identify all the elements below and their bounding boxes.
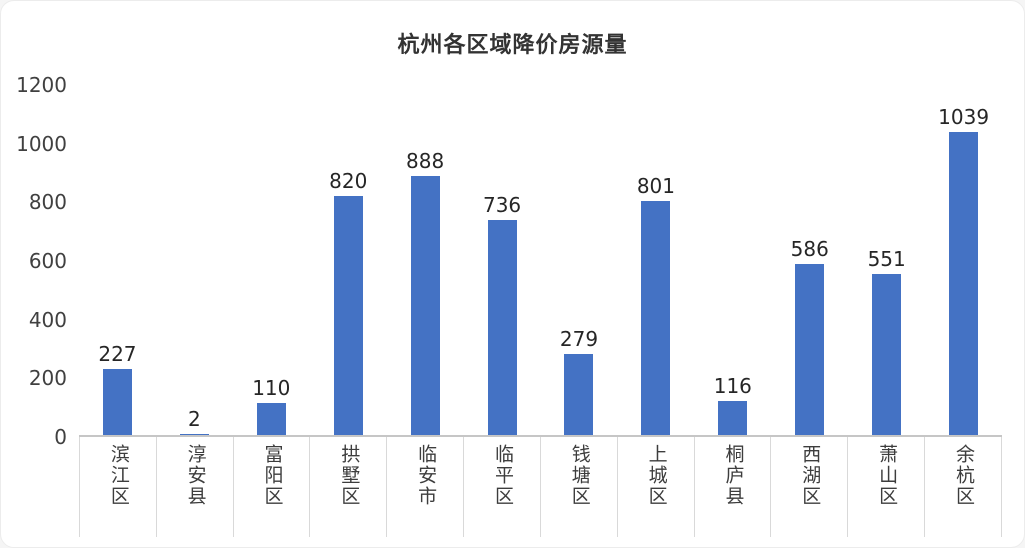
bar-slot: 736: [464, 85, 541, 435]
bar: [256, 402, 286, 435]
bar-chart: 0 200 400 600 800 1000 1200 227 2 110 820 888 736 27…: [9, 75, 1002, 537]
bar-value-label: 736: [482, 193, 522, 218]
x-category-label: 淳安县: [184, 444, 207, 507]
bar-value-label: 227: [98, 341, 137, 366]
y-tick-label: 800: [28, 190, 67, 215]
bar-slot: 888: [387, 85, 464, 435]
x-category-label: 临平区: [491, 444, 514, 507]
x-category-cell: 钱塘区: [539, 437, 617, 537]
x-category-cell: 拱墅区: [309, 437, 386, 537]
x-category-label: 上城区: [645, 444, 668, 507]
x-category-cell: 淳安县: [155, 437, 233, 537]
y-tick-label: 1200: [16, 73, 67, 97]
bar-slot: 820: [310, 85, 387, 435]
bar: [641, 201, 671, 435]
y-axis: 0 200 400 600 800 1000 1200: [9, 75, 79, 447]
bar-value-label: 116: [713, 374, 752, 399]
x-category-label: 余杭区: [952, 444, 975, 507]
y-tick-label: 600: [28, 249, 67, 273]
x-category-cell: 萧山区: [847, 437, 924, 537]
y-tick-label: 400: [28, 307, 67, 332]
bar: [333, 195, 363, 435]
bar-slot: 227: [79, 85, 156, 435]
bar-slot: 551: [848, 85, 925, 435]
bar-value-label: 551: [867, 247, 906, 272]
x-category-cell: 临安市: [386, 437, 463, 537]
bar: [718, 401, 748, 435]
x-category-label: 富阳区: [261, 444, 284, 507]
bar-slot: 116: [694, 85, 771, 435]
bar-slot: 801: [617, 85, 694, 435]
y-tick-label: 1000: [16, 131, 67, 156]
x-category-cell: 富阳区: [232, 437, 310, 537]
bar: [872, 274, 902, 435]
bar: [102, 368, 132, 435]
x-category-cell: 西湖区: [770, 437, 847, 537]
bar: [949, 131, 979, 435]
x-category-label: 临安市: [415, 444, 438, 507]
bar-value-label: 110: [252, 375, 291, 400]
bar: [487, 220, 517, 435]
bar-value-label: 1039: [938, 104, 990, 129]
x-category-cell: 临平区: [463, 437, 540, 537]
bar-slot: 110: [233, 85, 310, 435]
x-axis: 滨江区 淳安县 富阳区 拱墅区 临安市 临平区 钱塘区 上城区 桐庐县 西湖区 萧山区 余杭区: [79, 437, 1002, 537]
bar-slot: 2: [156, 85, 233, 435]
bar-value-label: 2: [188, 407, 201, 432]
x-category-label: 桐庐县: [722, 444, 745, 507]
x-category-cell: 上城区: [616, 437, 694, 537]
x-category-label: 滨江区: [107, 444, 130, 507]
x-category-label: 拱墅区: [338, 444, 361, 507]
x-category-cell: 滨江区: [79, 437, 156, 537]
bar-value-label: 586: [790, 237, 829, 262]
y-tick-label: 0: [54, 425, 67, 449]
x-category-label: 西湖区: [799, 444, 822, 507]
bar: [179, 434, 209, 435]
bar: [795, 264, 825, 435]
x-category-cell: 余杭区: [924, 437, 1002, 537]
bar-value-label: 801: [636, 174, 675, 199]
y-tick-label: 200: [28, 366, 67, 391]
bar-value-label: 888: [406, 149, 445, 173]
chart-title: 杭州各区域降价房源量: [397, 33, 628, 58]
plot-area: 227 2 110 820 888 736 279 801 116 586 551 1039: [79, 85, 1002, 437]
x-category-label: 萧山区: [876, 444, 899, 507]
x-axis-spacer: [9, 437, 79, 537]
bar-slot: 1039: [925, 85, 1002, 435]
bar-slot: 279: [541, 85, 618, 435]
x-category-label: 钱塘区: [568, 444, 591, 507]
bar: [564, 353, 594, 435]
bar-value-label: 279: [559, 326, 599, 351]
bar-slot: 586: [771, 85, 848, 435]
bar-value-label: 820: [329, 168, 368, 193]
bar: [410, 176, 440, 435]
x-category-cell: 桐庐县: [693, 437, 771, 537]
